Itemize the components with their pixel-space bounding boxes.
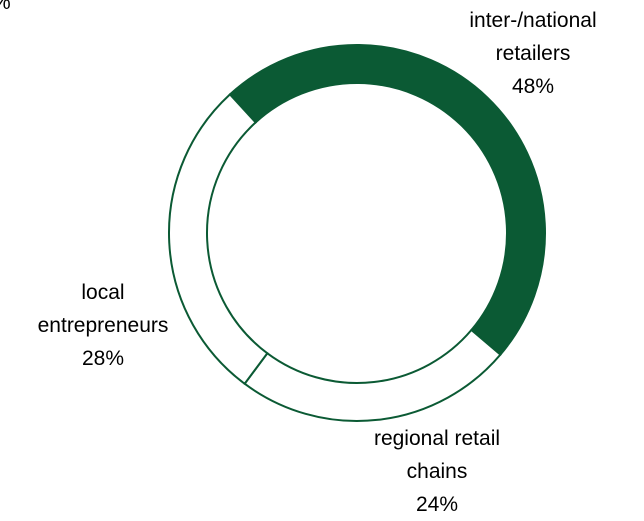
donut-slice bbox=[228, 44, 546, 357]
donut-slice bbox=[168, 92, 269, 386]
slice-label: local entrepreneurs 28% bbox=[33, 276, 173, 375]
category-label: regional retail chains bbox=[373, 427, 501, 483]
value-label: 24% bbox=[415, 493, 459, 516]
value-label: 28% bbox=[81, 347, 125, 370]
slice-label: inter-/national retailers 48% bbox=[453, 4, 613, 103]
category-label: inter-/national retailers bbox=[469, 9, 597, 65]
annotation: % bbox=[0, 0, 11, 19]
slice-label: regional retail chains 24% bbox=[357, 422, 517, 521]
donut-slice bbox=[243, 328, 502, 422]
category-label: local entrepreneurs bbox=[37, 281, 169, 337]
value-label: 48% bbox=[511, 75, 555, 98]
